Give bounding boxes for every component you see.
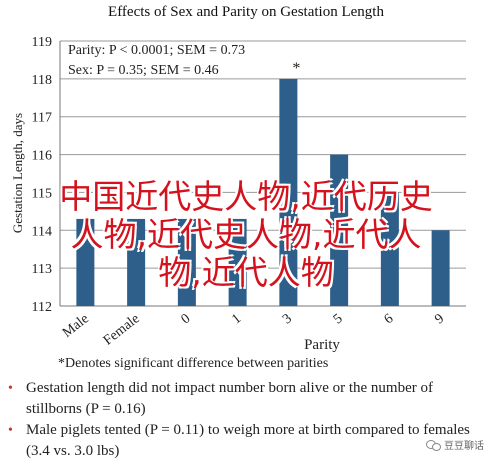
x-tick-label: 0 [179, 311, 194, 327]
bar [177, 218, 196, 306]
bullet-text: Male piglets tented (P = 0.11) to weigh … [26, 422, 470, 459]
y-tick-label: 115 [32, 186, 52, 201]
y-tick-label: 112 [32, 300, 52, 315]
bullet-list: • Gestation length did not impact number… [8, 378, 478, 462]
bullet-text: Gestation length did not impact number b… [26, 380, 433, 417]
x-axis-label: Parity [304, 337, 340, 353]
stats-sex: Sex: P = 0.35; SEM = 0.46 [68, 63, 219, 78]
y-tick-label: 116 [32, 149, 52, 164]
watermark: 豆豆聊话 [426, 437, 484, 452]
bar [76, 218, 95, 306]
watermark-text: 豆豆聊话 [444, 441, 484, 452]
x-tick-label: 9 [432, 311, 447, 327]
x-tick-label: 3 [280, 311, 295, 327]
bar [380, 192, 399, 306]
x-tick-label: 1 [229, 311, 244, 327]
y-tick-label: 113 [32, 262, 52, 277]
y-tick-label: 117 [32, 111, 52, 126]
x-tick-label: Male [60, 311, 92, 341]
overlay-line: 中国近代史人物,近代历史 [59, 177, 433, 216]
footnote: *Denotes significant difference between … [58, 356, 329, 371]
bar [279, 78, 298, 306]
bar [127, 218, 146, 306]
bullet-icon: • [8, 381, 13, 396]
significance-marker: * [292, 60, 300, 77]
x-tick-label: 6 [382, 311, 397, 327]
overlay-line: 物,近代人物 [158, 253, 334, 292]
chat-bubble-icon [426, 439, 441, 451]
stats-box: Parity: P < 0.0001; SEM = 0.73 Sex: P = … [68, 41, 245, 81]
y-tick-label: 118 [32, 73, 52, 88]
bar [228, 218, 247, 306]
x-tick-label: Female [101, 311, 143, 348]
bullet-icon: • [8, 423, 13, 438]
bar [330, 154, 349, 306]
y-tick-label: 114 [32, 224, 52, 239]
bar [431, 230, 450, 306]
chart-title: Effects of Sex and Parity on Gestation L… [108, 4, 384, 20]
y-tick-label: 119 [32, 35, 52, 50]
stats-parity: Parity: P < 0.0001; SEM = 0.73 [68, 43, 246, 58]
x-tick-label: 5 [331, 311, 346, 327]
bullet-item: • Male piglets tented (P = 0.11) to weig… [8, 420, 478, 462]
overlay-line: 人物,近代史人物,近代人 [70, 215, 422, 254]
overlay-caption: 中国近代史人物,近代历史 人物,近代史人物,近代人 物,近代人物 [0, 178, 492, 292]
bullet-item: • Gestation length did not impact number… [8, 378, 478, 420]
